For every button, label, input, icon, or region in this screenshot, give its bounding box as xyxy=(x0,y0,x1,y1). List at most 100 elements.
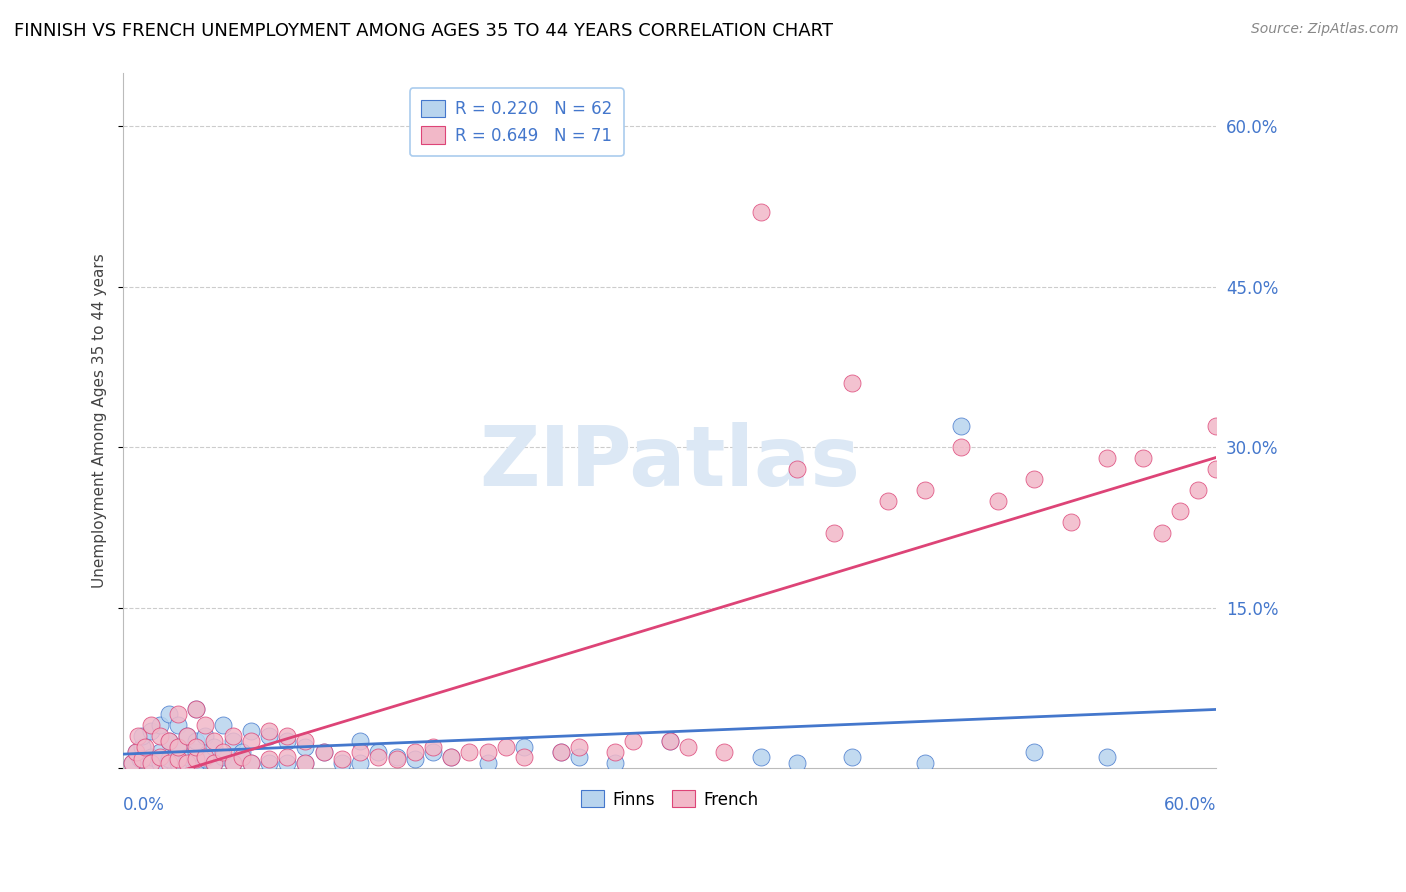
Point xyxy=(167,739,190,754)
Point xyxy=(749,205,772,219)
Point xyxy=(1059,515,1081,529)
Point xyxy=(149,729,172,743)
Point xyxy=(1187,483,1209,497)
Point xyxy=(239,756,262,770)
Text: 0.0%: 0.0% xyxy=(124,796,165,814)
Point xyxy=(167,739,190,754)
Point xyxy=(1095,750,1118,764)
Point xyxy=(349,756,371,770)
Point xyxy=(239,723,262,738)
Point xyxy=(495,739,517,754)
Point xyxy=(749,750,772,764)
Point xyxy=(127,729,149,743)
Point xyxy=(841,376,863,390)
Point xyxy=(422,739,444,754)
Point xyxy=(385,752,408,766)
Point xyxy=(1205,461,1227,475)
Point xyxy=(176,750,198,764)
Point xyxy=(676,739,699,754)
Point xyxy=(786,461,808,475)
Point xyxy=(176,729,198,743)
Point xyxy=(186,739,208,754)
Point xyxy=(131,752,153,766)
Point xyxy=(1024,472,1046,486)
Point xyxy=(212,718,235,732)
Point xyxy=(157,756,180,770)
Point xyxy=(914,483,936,497)
Point xyxy=(312,745,335,759)
Point xyxy=(239,734,262,748)
Point xyxy=(121,756,143,770)
Point xyxy=(149,718,172,732)
Point xyxy=(176,729,198,743)
Point xyxy=(239,756,262,770)
Point xyxy=(186,752,208,766)
Point xyxy=(139,718,162,732)
Point xyxy=(621,734,644,748)
Point xyxy=(167,707,190,722)
Point xyxy=(276,750,298,764)
Point xyxy=(987,493,1010,508)
Legend: Finns, French: Finns, French xyxy=(574,784,765,815)
Point xyxy=(367,745,389,759)
Point xyxy=(568,750,591,764)
Point xyxy=(202,734,225,748)
Point xyxy=(131,739,153,754)
Point xyxy=(128,752,150,766)
Point xyxy=(149,756,172,770)
Point xyxy=(950,440,973,454)
Point xyxy=(605,745,627,759)
Text: 60.0%: 60.0% xyxy=(1164,796,1216,814)
Point xyxy=(167,752,190,766)
Point xyxy=(139,750,162,764)
Text: ZIPatlas: ZIPatlas xyxy=(479,422,860,503)
Point xyxy=(221,756,243,770)
Point xyxy=(658,734,681,748)
Point xyxy=(202,756,225,770)
Point xyxy=(294,734,316,748)
Point xyxy=(294,756,316,770)
Point xyxy=(1150,525,1173,540)
Point xyxy=(157,734,180,748)
Text: FINNISH VS FRENCH UNEMPLOYMENT AMONG AGES 35 TO 44 YEARS CORRELATION CHART: FINNISH VS FRENCH UNEMPLOYMENT AMONG AGE… xyxy=(14,22,834,40)
Point xyxy=(658,734,681,748)
Point xyxy=(257,723,280,738)
Point xyxy=(194,750,217,764)
Point xyxy=(823,525,845,540)
Point xyxy=(312,745,335,759)
Point xyxy=(1205,418,1227,433)
Point xyxy=(513,739,536,754)
Point xyxy=(125,745,148,759)
Point xyxy=(950,418,973,433)
Point xyxy=(276,729,298,743)
Point xyxy=(513,750,536,764)
Point xyxy=(121,756,143,770)
Point xyxy=(458,745,481,759)
Point xyxy=(914,756,936,770)
Point xyxy=(125,745,148,759)
Point xyxy=(194,729,217,743)
Point xyxy=(231,750,253,764)
Point xyxy=(257,752,280,766)
Point xyxy=(157,752,180,766)
Point xyxy=(221,729,243,743)
Point xyxy=(440,750,463,764)
Point xyxy=(477,756,499,770)
Point xyxy=(186,702,208,716)
Point xyxy=(713,745,735,759)
Point xyxy=(276,756,298,770)
Point xyxy=(212,745,235,759)
Point xyxy=(1095,450,1118,465)
Point xyxy=(404,752,426,766)
Point xyxy=(139,723,162,738)
Point xyxy=(167,718,190,732)
Y-axis label: Unemployment Among Ages 35 to 44 years: Unemployment Among Ages 35 to 44 years xyxy=(93,253,107,588)
Point xyxy=(786,756,808,770)
Point xyxy=(477,745,499,759)
Point xyxy=(568,739,591,754)
Point xyxy=(257,756,280,770)
Point xyxy=(1168,504,1191,518)
Point xyxy=(186,756,208,770)
Point xyxy=(157,707,180,722)
Point xyxy=(422,745,444,759)
